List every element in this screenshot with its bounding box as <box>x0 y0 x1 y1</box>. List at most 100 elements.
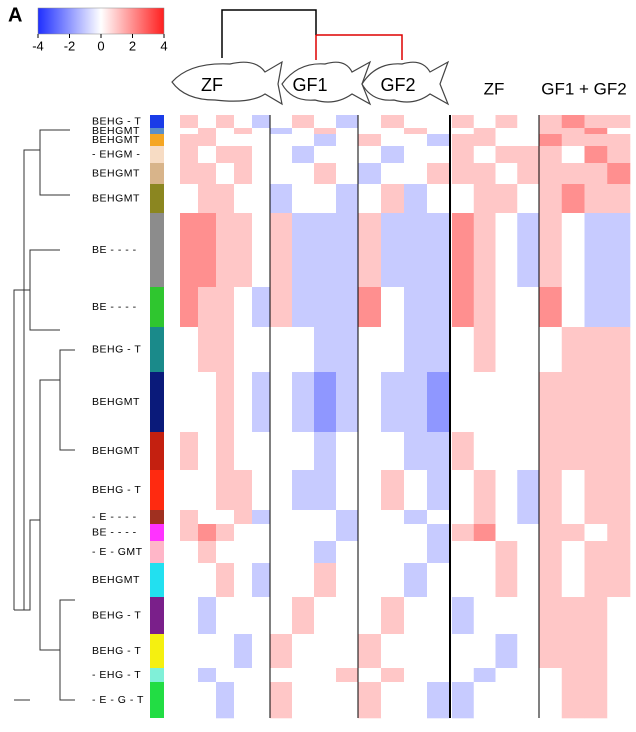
heatmap-cell <box>252 668 271 683</box>
heatmap-cell <box>561 597 585 635</box>
heatmap-cell <box>198 213 217 288</box>
row-group-label: - E - GMT <box>92 546 143 558</box>
heatmap-cell <box>539 668 563 683</box>
heatmap-cell <box>607 470 631 511</box>
row-group-color <box>150 432 164 470</box>
heatmap-cell <box>517 146 540 164</box>
row-group-label: BEHGMT <box>92 134 140 146</box>
heatmap-cell <box>314 128 337 135</box>
heatmap-cell <box>252 287 271 328</box>
heatmap-cell <box>452 134 475 147</box>
heatmap-cell <box>252 372 271 433</box>
heatmap-cell <box>180 287 199 328</box>
heatmap-cell <box>517 213 540 288</box>
heatmap-cell <box>427 372 451 433</box>
heatmap-cell <box>336 213 359 288</box>
heatmap-cell <box>427 146 451 164</box>
heatmap-cell <box>607 146 631 164</box>
heatmap-cell <box>292 115 315 129</box>
heatmap-cell <box>198 563 217 598</box>
heatmap-cell <box>452 470 475 511</box>
heatmap-cell <box>270 115 293 129</box>
heatmap-cell <box>198 682 217 719</box>
heatmap-cell <box>336 541 359 564</box>
heatmap-cell <box>452 184 475 214</box>
heatmap-cell <box>517 563 540 598</box>
heatmap-cell <box>584 541 608 564</box>
heatmap-cell <box>358 184 382 214</box>
heatmap-cell <box>234 682 253 719</box>
heatmap-cell <box>473 432 496 471</box>
row-group-label: BEHGMT <box>92 445 140 457</box>
heatmap-cell <box>180 213 199 288</box>
heatmap-cell <box>427 115 451 129</box>
heatmap-cell <box>292 541 315 564</box>
heatmap-cell <box>336 128 359 135</box>
heatmap-cell <box>270 524 293 542</box>
heatmap-cell <box>314 510 337 525</box>
column-label: ZF <box>484 79 505 98</box>
heatmap-cell <box>584 634 608 669</box>
heatmap-cell <box>358 115 382 129</box>
heatmap-cell <box>539 510 563 525</box>
heatmap-cell <box>495 163 518 185</box>
heatmap-cell <box>607 682 631 719</box>
heatmap-cell <box>270 634 293 669</box>
heatmap-cell <box>539 115 563 129</box>
heatmap-cell <box>561 682 585 719</box>
row-group-color <box>150 524 164 541</box>
heatmap-cell <box>180 163 199 185</box>
heatmap-cell <box>381 668 405 683</box>
heatmap-cell <box>336 510 359 525</box>
heatmap-cell <box>584 146 608 164</box>
colorbar-tick-label: 0 <box>97 38 104 53</box>
heatmap-cell <box>584 597 608 635</box>
heatmap-cell <box>314 213 337 288</box>
heatmap-cell <box>517 327 540 373</box>
heatmap-cell <box>336 668 359 683</box>
heatmap-cell <box>381 510 405 525</box>
heatmap-cell <box>517 128 540 135</box>
colorbar-tick-label: 4 <box>160 38 167 53</box>
heatmap-cell <box>358 541 382 564</box>
heatmap-cell <box>561 524 585 542</box>
heatmap-cell <box>381 134 405 147</box>
row-group-color <box>150 470 164 510</box>
heatmap-cell <box>381 597 405 635</box>
heatmap-cell <box>427 184 451 214</box>
heatmap-cell <box>358 432 382 471</box>
colorbar <box>37 7 165 35</box>
heatmap-cell <box>539 432 563 471</box>
dendrogram-top-red <box>315 34 403 60</box>
heatmap-cell <box>336 184 359 214</box>
fish-label: GF1 <box>292 75 327 95</box>
heatmap-cell <box>252 115 271 129</box>
heatmap-cell <box>404 682 428 719</box>
heatmap-cell <box>452 128 475 135</box>
heatmap-cell <box>584 372 608 433</box>
row-group-label: - E - - - - <box>92 511 137 523</box>
heatmap-cell <box>314 597 337 635</box>
heatmap-cell <box>381 184 405 214</box>
dendrogram-top <box>221 9 317 58</box>
heatmap-cell <box>270 563 293 598</box>
heatmap-cell <box>473 541 496 564</box>
heatmap-cell <box>404 327 428 373</box>
row-group-label: BEHGMT <box>92 396 140 408</box>
heatmap-cell <box>452 372 475 433</box>
heatmap-cell <box>292 372 315 433</box>
heatmap-cell <box>427 510 451 525</box>
row-group-label: - E - G - T <box>92 694 144 706</box>
heatmap-cell <box>607 432 631 471</box>
heatmap-cell <box>198 597 217 635</box>
heatmap-cell <box>292 287 315 328</box>
heatmap-cell <box>292 563 315 598</box>
heatmap-cell <box>270 668 293 683</box>
heatmap-cell <box>252 597 271 635</box>
heatmap-cell <box>358 163 382 185</box>
heatmap-cell <box>539 163 563 185</box>
colorbar-tick-label: -4 <box>32 38 44 53</box>
heatmap-cell <box>336 115 359 129</box>
heatmap-cell <box>270 128 293 135</box>
heatmap-cell <box>252 563 271 598</box>
